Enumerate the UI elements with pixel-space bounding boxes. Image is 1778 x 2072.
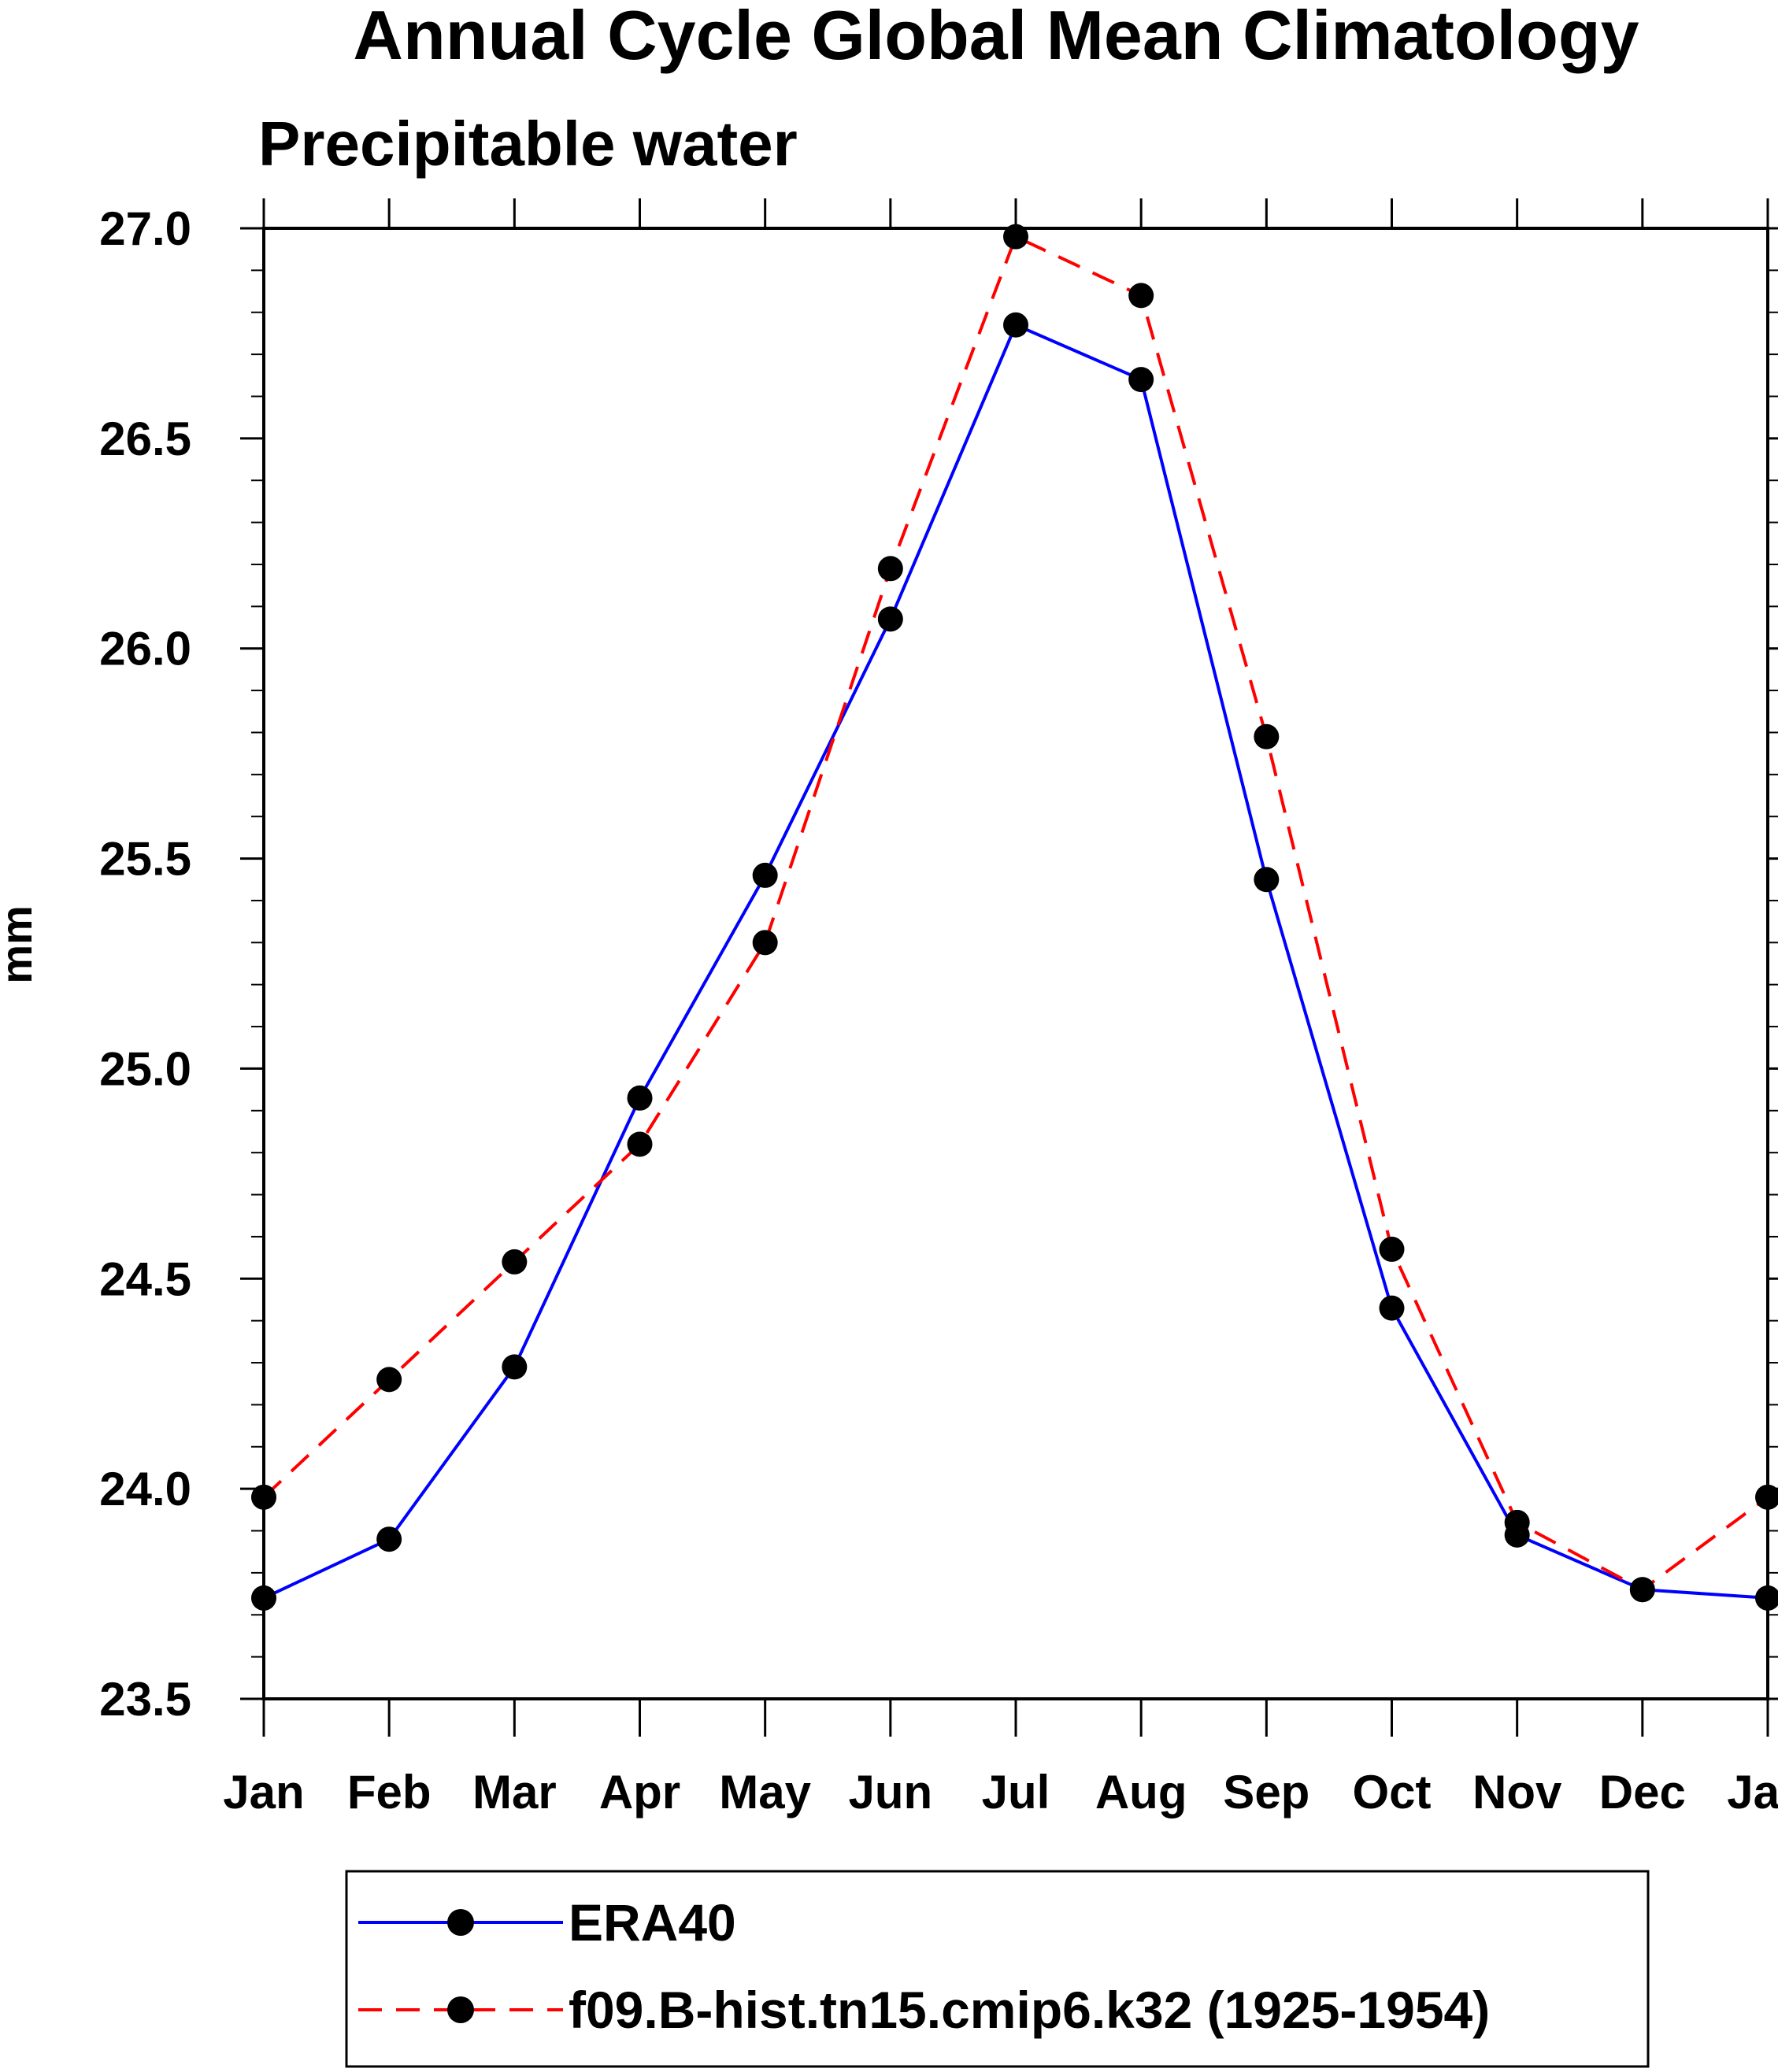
x-tick-label: Aug bbox=[1095, 1766, 1187, 1819]
chart-subtitle: Precipitable water bbox=[258, 109, 798, 179]
x-ticks: Jan Feb Mar Apr May Jun Jul Aug Sep Oct Nov Dec Jan bbox=[223, 198, 1778, 1819]
data-point bbox=[877, 606, 903, 632]
x-tick-label: Dec bbox=[1599, 1766, 1686, 1819]
data-point bbox=[1755, 1484, 1778, 1510]
x-tick-label: Jan bbox=[223, 1766, 304, 1819]
data-point bbox=[1254, 723, 1280, 749]
chart-title: Annual Cycle Global Mean Climatology bbox=[353, 0, 1639, 74]
x-tick-label: May bbox=[719, 1766, 811, 1819]
data-point bbox=[1128, 367, 1154, 393]
y-tick-label: 25.5 bbox=[99, 833, 191, 886]
data-point bbox=[1003, 224, 1028, 250]
series-layer bbox=[251, 224, 1778, 1611]
data-point bbox=[627, 1131, 653, 1157]
legend-marker-era40 bbox=[447, 1909, 474, 1936]
legend-label-model: f09.B-hist.tn15.cmip6.k32 (1925-1954) bbox=[569, 1981, 1490, 2039]
data-point bbox=[1629, 1577, 1655, 1603]
y-tick-label: 24.5 bbox=[99, 1252, 191, 1305]
plot-frame bbox=[262, 227, 1769, 1700]
x-tick-label: Sep bbox=[1223, 1766, 1309, 1819]
y-tick-label: 27.0 bbox=[99, 202, 191, 255]
data-point bbox=[1504, 1509, 1530, 1535]
data-point bbox=[376, 1367, 402, 1393]
y-tick-label: 26.0 bbox=[99, 623, 191, 675]
x-tick-label: Nov bbox=[1472, 1766, 1562, 1819]
y-tick-label: 25.0 bbox=[99, 1042, 191, 1095]
x-tick-label: Apr bbox=[599, 1766, 680, 1819]
legend: ERA40 f09.B-hist.tn15.cmip6.k32 (1925-19… bbox=[345, 1870, 1650, 2068]
data-point bbox=[251, 1484, 276, 1510]
x-tick-label: Mar bbox=[472, 1766, 557, 1819]
data-point bbox=[752, 930, 778, 956]
y-minor-ticks bbox=[251, 228, 1778, 1700]
y-ticks: 23.5 24.0 24.5 25.0 25.5 26.0 26.5 27.0 bbox=[99, 202, 1778, 1726]
data-point bbox=[1003, 312, 1028, 338]
series-line-era40 bbox=[263, 323, 1769, 1600]
data-point bbox=[1254, 867, 1280, 893]
series-line-model bbox=[262, 234, 1769, 1592]
data-point bbox=[877, 556, 903, 582]
data-point bbox=[1379, 1236, 1405, 1262]
data-point bbox=[1755, 1585, 1778, 1611]
legend-marker-model bbox=[447, 1996, 474, 2023]
x-tick-label: Jun bbox=[848, 1766, 932, 1819]
y-tick-label: 24.0 bbox=[99, 1463, 191, 1515]
legend-box bbox=[345, 1870, 1650, 2068]
data-point bbox=[752, 862, 778, 888]
x-tick-label: Feb bbox=[347, 1766, 432, 1819]
y-axis-label: mm bbox=[0, 905, 41, 984]
data-point bbox=[627, 1085, 653, 1111]
data-point bbox=[251, 1585, 276, 1611]
y-tick-label: 26.5 bbox=[99, 413, 191, 465]
y-tick-label: 23.5 bbox=[99, 1673, 191, 1726]
x-tick-label: Jan bbox=[1727, 1766, 1778, 1819]
data-point bbox=[502, 1354, 528, 1380]
legend-label-era40: ERA40 bbox=[569, 1893, 736, 1952]
data-point bbox=[376, 1526, 402, 1552]
data-point bbox=[1379, 1295, 1405, 1321]
x-tick-label: Jul bbox=[982, 1766, 1050, 1819]
data-point bbox=[1128, 283, 1154, 309]
x-tick-label: Oct bbox=[1352, 1766, 1431, 1819]
data-point bbox=[502, 1249, 528, 1275]
